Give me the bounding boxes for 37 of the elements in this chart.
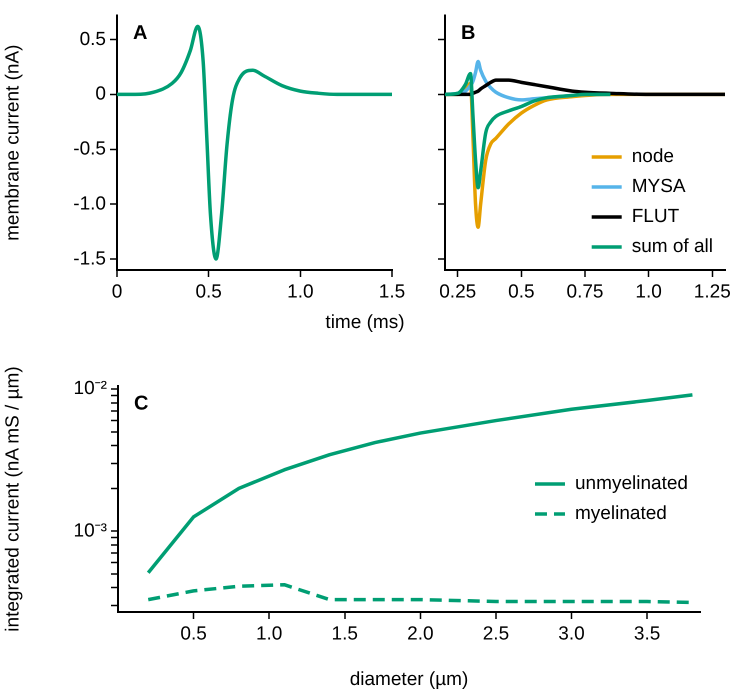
legend-label: sum of all: [632, 236, 714, 258]
x-axis-title: time (ms): [324, 312, 406, 334]
x-tick-label: 1.0: [635, 282, 662, 303]
y-axis-title: membrane current (nA): [2, 44, 24, 241]
x-tick-label: 1.0: [287, 282, 314, 303]
x-tick-label: 0.5: [508, 282, 535, 303]
legend-label: FLUT: [632, 206, 680, 228]
legend-label: unmyelinated: [574, 473, 688, 494]
y-tick-label: 0.5: [80, 28, 106, 50]
y-tick-label: 0: [95, 84, 106, 105]
y-tick-label: -1.5: [73, 248, 106, 270]
x-tick-label: 0.5: [180, 624, 207, 645]
chart-title: C: [134, 392, 148, 415]
x-tick-label: 0.75: [566, 282, 604, 303]
x-tick-label: 1.5: [378, 282, 406, 303]
x-tick-label: 0.5: [195, 282, 222, 303]
x-axis-title: diameter (µm): [350, 668, 468, 690]
x-tick-label: 1.25: [694, 282, 731, 303]
y-tick-label: 10⁻³: [74, 520, 107, 542]
y-tick-label: -0.5: [73, 138, 106, 160]
x-tick-label: 2.0: [407, 624, 434, 645]
legend-label: MYSA: [632, 176, 686, 198]
chart-title: B: [461, 22, 476, 44]
x-tick-label: 0.25: [439, 282, 476, 303]
x-tick-label: 0: [112, 282, 122, 303]
x-tick-label: 3.5: [634, 624, 660, 645]
y-axis-title: integrated current (nA mS / µm): [2, 366, 24, 632]
chart-title: A: [133, 22, 148, 44]
line-series: [117, 24, 392, 261]
x-tick-label: 2.5: [482, 624, 510, 645]
y-tick-label: -1.0: [73, 193, 106, 214]
legend-label: node: [632, 146, 674, 168]
x-tick-label: 1.5: [332, 624, 358, 645]
y-tick-label: 10⁻²: [74, 378, 107, 400]
legend-label: myelinated: [574, 503, 667, 524]
x-tick-label: 1.0: [256, 624, 282, 645]
x-tick-label: 3.0: [558, 624, 585, 645]
